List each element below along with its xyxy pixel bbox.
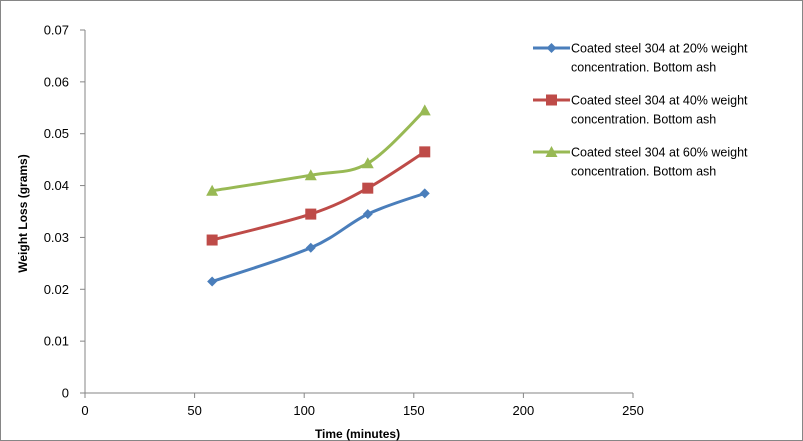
x-tick-label: 200 bbox=[513, 403, 535, 418]
series-3-point bbox=[304, 169, 317, 181]
legend-3-marker bbox=[545, 146, 558, 157]
legend-1-marker bbox=[546, 43, 557, 53]
y-axis-title: Weight Loss (grams) bbox=[16, 154, 30, 272]
series-2-line bbox=[211, 150, 426, 242]
x-tick-label: 150 bbox=[403, 403, 425, 418]
y-tick-label: 0.07 bbox=[44, 23, 69, 38]
series-3-line bbox=[211, 109, 426, 193]
series-3-point bbox=[206, 184, 219, 196]
legend-2-marker bbox=[546, 94, 557, 106]
series-1-point bbox=[207, 276, 218, 287]
x-axis-title: Time (minutes) bbox=[315, 427, 400, 441]
series-1-line bbox=[211, 191, 426, 283]
series-3-point bbox=[361, 157, 374, 169]
series-1-point bbox=[419, 188, 430, 199]
legend-2-label: concentration. Bottom ash bbox=[571, 113, 716, 127]
y-tick-label: 0.05 bbox=[44, 126, 69, 141]
x-tick-label: 50 bbox=[187, 403, 201, 418]
series-1-point bbox=[305, 242, 316, 253]
x-tick-label: 0 bbox=[81, 403, 88, 418]
y-tick-label: 0.02 bbox=[44, 282, 69, 297]
x-tick-label: 100 bbox=[293, 403, 315, 418]
y-tick-label: 0 bbox=[62, 386, 69, 401]
series-1-point bbox=[362, 209, 373, 220]
x-tick-label: 250 bbox=[622, 403, 644, 418]
y-tick-label: 0.04 bbox=[44, 178, 69, 193]
legend-1-label: concentration. Bottom ash bbox=[571, 61, 716, 75]
legend-3-label: Coated steel 304 at 60% weight bbox=[571, 146, 748, 160]
legend-3-label: concentration. Bottom ash bbox=[571, 165, 716, 179]
series-3-point bbox=[418, 104, 431, 116]
series-2-point bbox=[419, 146, 431, 158]
y-tick-label: 0.03 bbox=[44, 230, 69, 245]
y-tick-label: 0.01 bbox=[44, 334, 69, 349]
y-tick-label: 0.06 bbox=[44, 74, 69, 89]
series-2-point bbox=[305, 208, 317, 220]
series-2-point bbox=[206, 234, 218, 246]
legend-2-label: Coated steel 304 at 40% weight bbox=[571, 94, 748, 108]
series-2-point bbox=[362, 182, 374, 194]
legend-1-label: Coated steel 304 at 20% weight bbox=[571, 42, 748, 56]
